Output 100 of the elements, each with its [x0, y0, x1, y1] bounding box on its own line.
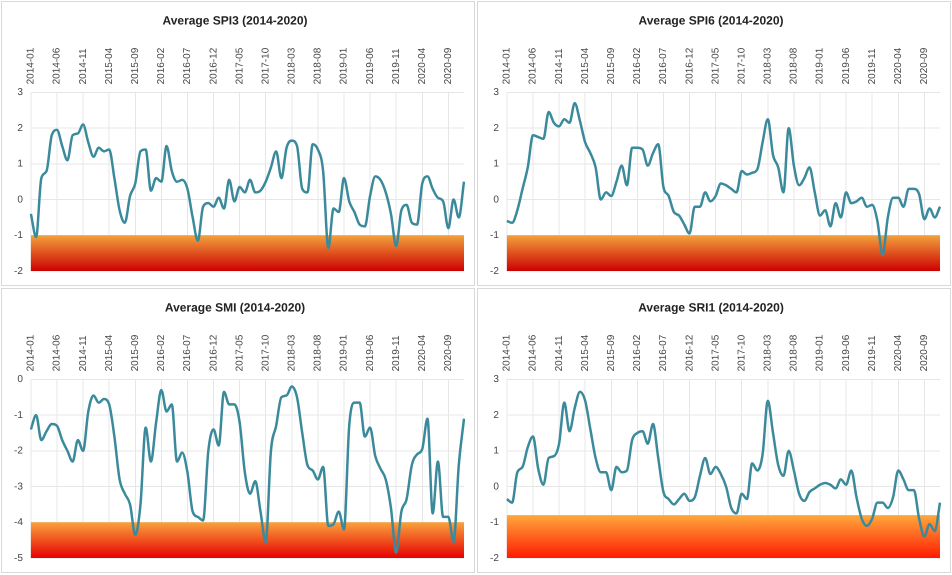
chart-title: Average SMI (2014-2020) — [164, 300, 306, 315]
x-tick-label: 2018-03 — [286, 334, 298, 372]
x-tick-label: 2015-09 — [606, 334, 618, 372]
x-tick-label: 2015-04 — [104, 334, 115, 372]
x-tick-label: 2020-09 — [443, 47, 454, 84]
y-tick-label: 0 — [493, 194, 500, 206]
x-tick-label: 2019-01 — [338, 47, 350, 84]
x-tick-label: 2018-08 — [788, 47, 800, 84]
y-tick-label: 1 — [17, 158, 24, 170]
x-tick-label: 2016-07 — [182, 334, 194, 372]
x-tick-label: 2014-11 — [78, 48, 89, 84]
x-tick-label: 2019-06 — [840, 47, 852, 84]
line-series — [506, 390, 942, 538]
x-tick-label: 2017-10 — [736, 47, 748, 84]
x-tick-label: 2014-11 — [78, 335, 89, 372]
x-tick-label: 2018-08 — [312, 334, 324, 372]
x-tick-label: 2019-11 — [866, 335, 878, 372]
x-tick-label: 2018-03 — [762, 47, 774, 84]
line-series — [30, 123, 466, 250]
x-tick-label: 2016-12 — [208, 334, 220, 372]
x-tick-label: 2014-11 — [554, 335, 565, 372]
y-tick-label: -3 — [14, 481, 24, 492]
y-tick-label: 0 — [17, 194, 24, 206]
x-tick-label: 2015-09 — [606, 47, 618, 84]
x-tick-label: 2014-06 — [528, 47, 539, 84]
y-tick-label: 3 — [493, 87, 500, 98]
x-tick-label: 2017-10 — [260, 47, 272, 84]
y-tick-label: -2 — [490, 552, 500, 564]
y-tick-label: 3 — [17, 87, 24, 98]
line-series — [30, 385, 466, 554]
x-tick-label: 2019-11 — [866, 48, 878, 84]
x-tick-label: 2016-02 — [632, 47, 644, 84]
y-tick-label: 1 — [493, 158, 500, 170]
chart-title: Average SPI3 (2014-2020) — [162, 14, 308, 28]
x-tick-label: 2018-08 — [312, 47, 324, 84]
x-tick-label: 2020-04 — [893, 47, 904, 84]
x-tick-label: 2019-11 — [390, 335, 402, 372]
y-tick-label: -1 — [490, 230, 500, 242]
x-tick-label: 2017-10 — [736, 334, 748, 372]
x-tick-label: 2019-11 — [390, 48, 402, 84]
x-tick-label: 2018-03 — [762, 334, 774, 372]
x-tick-label: 2020-04 — [417, 47, 428, 84]
x-tick-label: 2019-01 — [814, 334, 826, 372]
x-tick-label: 2014-01 — [26, 334, 37, 372]
x-tick-label: 2020-09 — [919, 334, 930, 372]
x-tick-label: 2016-07 — [658, 334, 670, 372]
x-tick-label: 2017-05 — [710, 334, 722, 372]
y-tick-label: 1 — [493, 446, 500, 457]
x-tick-label: 2015-04 — [580, 334, 591, 372]
line-series — [506, 102, 942, 256]
x-tick-label: 2015-09 — [130, 47, 142, 84]
x-tick-label: 2014-11 — [554, 48, 565, 84]
x-tick-label: 2019-01 — [814, 47, 826, 84]
x-tick-label: 2020-09 — [919, 47, 930, 84]
x-tick-label: 2019-06 — [364, 334, 376, 372]
x-tick-label: 2017-05 — [710, 47, 722, 84]
y-tick-label: 2 — [493, 122, 500, 134]
y-tick-label: -1 — [14, 410, 24, 421]
x-tick-label: 2016-12 — [208, 47, 220, 84]
x-tick-label: 2020-04 — [417, 334, 428, 372]
x-tick-label: 2019-06 — [840, 334, 852, 372]
x-tick-label: 2014-01 — [502, 47, 513, 84]
x-tick-label: 2016-12 — [684, 334, 696, 372]
x-tick-label: 2016-07 — [658, 47, 670, 84]
y-tick-label: -2 — [14, 446, 24, 457]
x-tick-label: 2014-01 — [26, 47, 37, 84]
x-tick-label: 2016-02 — [156, 334, 168, 372]
y-tick-label: -2 — [14, 266, 24, 277]
chart-title: Average SPI6 (2014-2020) — [638, 14, 784, 28]
x-tick-label: 2019-01 — [338, 334, 350, 372]
y-tick-label: 2 — [17, 122, 24, 134]
x-tick-label: 2014-01 — [502, 334, 513, 372]
x-tick-label: 2018-08 — [788, 334, 800, 372]
x-tick-label: 2017-10 — [260, 334, 272, 372]
y-tick-label: -1 — [14, 230, 24, 242]
x-tick-label: 2014-06 — [52, 47, 63, 84]
x-tick-label: 2018-03 — [286, 47, 298, 84]
x-tick-label: 2014-06 — [52, 334, 63, 372]
x-tick-label: 2015-04 — [104, 47, 115, 84]
chart-title: Average SRI1 (2014-2020) — [638, 300, 784, 315]
y-tick-label: 0 — [493, 481, 500, 492]
x-tick-label: 2016-02 — [632, 334, 644, 372]
x-tick-label: 2016-12 — [684, 47, 696, 84]
x-tick-label: 2019-06 — [364, 47, 376, 84]
y-tick-label: -4 — [14, 517, 24, 528]
y-tick-label: 3 — [493, 374, 500, 386]
y-tick-label: -2 — [490, 266, 500, 277]
x-tick-label: 2016-07 — [182, 47, 194, 84]
y-tick-label: 0 — [17, 374, 24, 386]
y-tick-label: 2 — [493, 410, 500, 421]
x-tick-label: 2015-09 — [130, 334, 142, 372]
x-tick-label: 2016-02 — [156, 47, 168, 84]
y-tick-label: -1 — [490, 517, 500, 528]
x-tick-label: 2015-04 — [580, 47, 591, 84]
y-tick-label: -5 — [14, 552, 24, 564]
x-tick-label: 2020-04 — [893, 334, 904, 372]
x-tick-label: 2017-05 — [234, 47, 246, 84]
x-tick-label: 2017-05 — [234, 334, 246, 372]
x-tick-label: 2014-06 — [528, 334, 539, 372]
x-tick-label: 2020-09 — [443, 334, 454, 372]
